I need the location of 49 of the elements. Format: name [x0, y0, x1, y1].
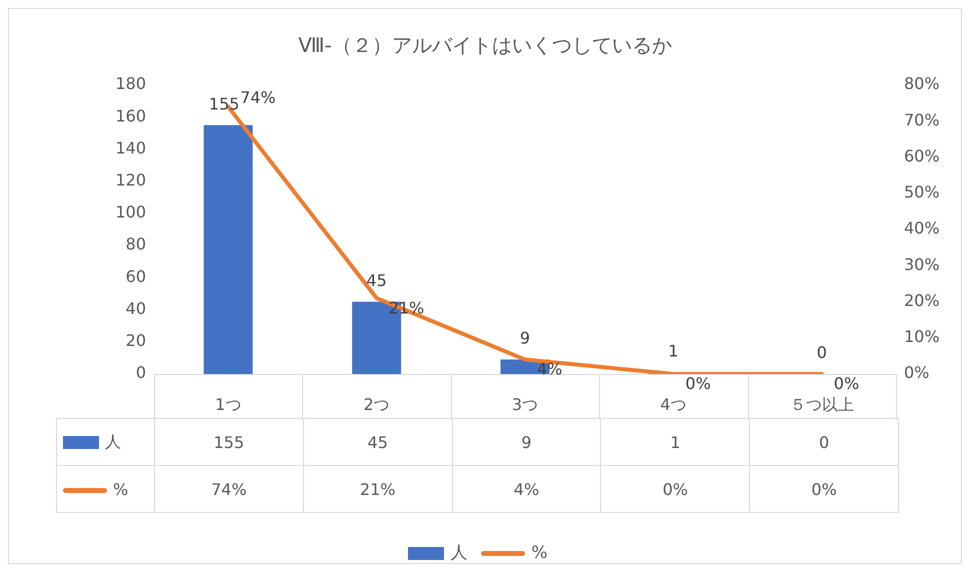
text: 9: [520, 328, 530, 348]
text: 0%: [685, 374, 711, 394]
text: 人: [450, 543, 468, 563]
y2-tick-label: 40%: [904, 218, 940, 238]
bar: [204, 125, 253, 374]
chart-title: Ⅷ-（２）アルバイトはいくつしているか: [298, 33, 672, 58]
y2-tick-label: 80%: [904, 74, 940, 94]
y2-tick-label: 20%: [904, 290, 940, 310]
y2-tick-label: 0%: [904, 363, 930, 382]
y2-tick-label: 50%: [904, 182, 940, 202]
y-tick-label: 80: [126, 234, 146, 254]
y-tick-label: 0: [136, 363, 146, 382]
y-tick-label: 140: [115, 138, 146, 158]
x-tick-label: 1つ: [215, 394, 242, 414]
x-tick-label: 2つ: [364, 394, 390, 414]
y-tick-label: 60: [126, 266, 146, 286]
y-tick-label: 180: [115, 74, 146, 94]
x-tick-label: 4つ: [660, 394, 686, 414]
text: 1: [668, 342, 678, 361]
y-tick-label: 20: [126, 331, 146, 350]
text: 0%: [834, 374, 860, 394]
text: 45: [366, 270, 387, 290]
data-label: 45: [303, 418, 452, 466]
data-label: 9: [452, 418, 601, 466]
text: 0: [816, 343, 827, 362]
data-label: 4%: [452, 466, 601, 512]
data-label: 1: [600, 418, 750, 466]
text: 74%: [240, 88, 276, 107]
y-tick-label: 120: [115, 170, 146, 190]
x-tick-label: 3つ: [512, 394, 538, 414]
legend-label: 人: [105, 432, 121, 450]
text: %: [531, 543, 548, 563]
y2-tick-label: 30%: [904, 254, 940, 274]
x-tick-label: ５つ以上: [790, 394, 854, 414]
data-label: 0%: [600, 466, 750, 512]
data-label: 155: [154, 418, 304, 466]
legend-label: %: [113, 480, 128, 498]
y-tick-label: 160: [115, 106, 146, 126]
data-label: 21%: [303, 466, 452, 512]
data-label: 0: [750, 418, 898, 466]
data-label: 0%: [750, 466, 898, 512]
y2-tick-label: 60%: [904, 146, 940, 166]
y-tick-label: 40: [126, 298, 146, 318]
y2-tick-label: 10%: [904, 327, 940, 346]
y-tick-label: 100: [115, 202, 146, 222]
text: 4%: [537, 360, 562, 379]
y2-tick-label: 70%: [904, 110, 940, 130]
text: 155: [208, 94, 240, 114]
data-label: 74%: [154, 466, 304, 512]
